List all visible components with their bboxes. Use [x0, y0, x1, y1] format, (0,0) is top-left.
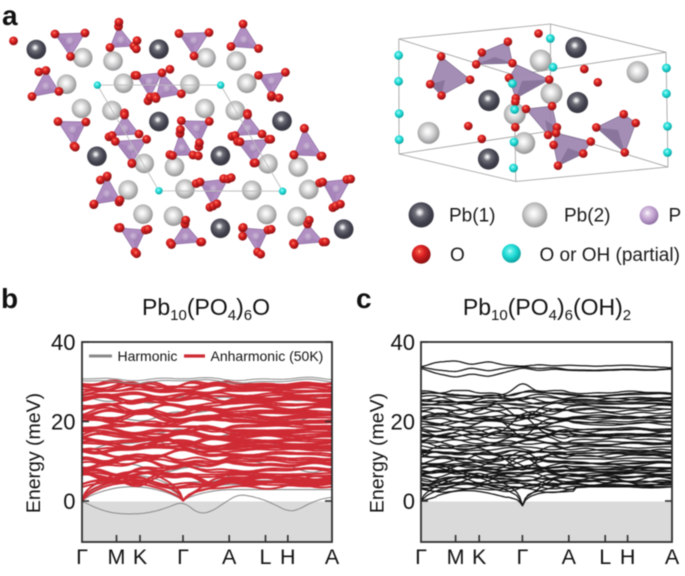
- svg-text:a: a: [2, 0, 18, 31]
- svg-text:Γ: Γ: [177, 545, 189, 569]
- svg-text:O: O: [450, 245, 465, 266]
- svg-text:0: 0: [63, 489, 75, 514]
- svg-text:Energy (meV): Energy (meV): [23, 393, 45, 513]
- svg-text:H: H: [620, 545, 636, 569]
- svg-text:H: H: [280, 545, 296, 569]
- svg-text:A: A: [562, 545, 577, 569]
- svg-text:P: P: [669, 206, 682, 227]
- svg-text:A: A: [325, 545, 340, 569]
- svg-text:K: K: [133, 545, 148, 569]
- svg-text:M: M: [108, 545, 126, 569]
- svg-text:A: A: [665, 545, 680, 569]
- svg-text:40: 40: [391, 330, 415, 355]
- svg-text:M: M: [447, 545, 465, 569]
- svg-text:0: 0: [403, 489, 415, 514]
- svg-text:Pb10(PO4)6O: Pb10(PO4)6O: [142, 294, 270, 324]
- svg-text:Energy (meV): Energy (meV): [367, 393, 389, 513]
- svg-text:O or OH (partial): O or OH (partial): [540, 245, 680, 266]
- svg-text:Harmonic: Harmonic: [118, 348, 178, 364]
- svg-text:20: 20: [391, 410, 415, 435]
- svg-text:Pb(2): Pb(2): [564, 206, 610, 227]
- svg-text:Γ: Γ: [76, 545, 88, 569]
- svg-text:Pb(1): Pb(1): [449, 206, 495, 227]
- svg-text:L: L: [260, 545, 272, 569]
- svg-text:b: b: [1, 283, 18, 314]
- svg-text:Γ: Γ: [415, 545, 427, 569]
- svg-text:L: L: [599, 545, 611, 569]
- svg-text:Γ: Γ: [516, 545, 528, 569]
- svg-text:40: 40: [51, 330, 75, 355]
- svg-text:Anharmonic (50K): Anharmonic (50K): [211, 348, 324, 364]
- svg-text:c: c: [356, 283, 372, 314]
- svg-text:20: 20: [51, 410, 75, 435]
- svg-text:K: K: [472, 545, 487, 569]
- svg-text:A: A: [222, 545, 237, 569]
- svg-text:Pb10(PO4)6(OH)2: Pb10(PO4)6(OH)2: [463, 294, 631, 324]
